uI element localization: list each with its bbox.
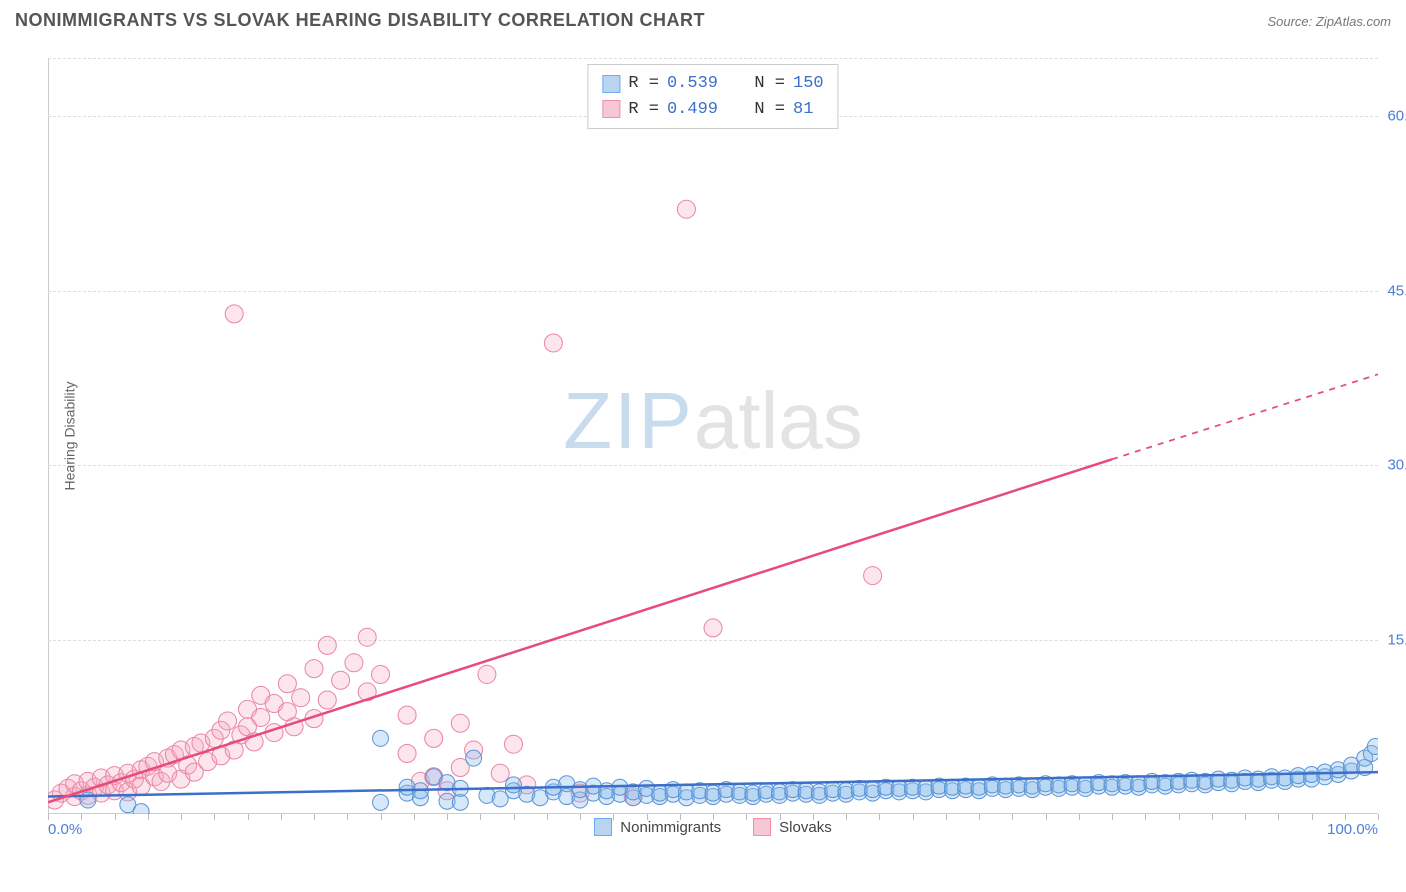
- swatch-pink: [602, 100, 620, 118]
- stats-legend: R = 0.539 N = 150 R = 0.499 N = 81: [587, 64, 838, 129]
- n-value: 81: [793, 97, 813, 123]
- swatch-pink: [753, 818, 771, 836]
- legend-item-slovaks: Slovaks: [753, 818, 832, 836]
- swatch-blue: [602, 75, 620, 93]
- chart-title: NONIMMIGRANTS VS SLOVAK HEARING DISABILI…: [15, 10, 705, 31]
- n-label: N =: [754, 71, 785, 97]
- legend-item-nonimmigrants: Nonimmigrants: [594, 818, 721, 836]
- n-value: 150: [793, 71, 824, 97]
- stats-row-1: R = 0.539 N = 150: [602, 71, 823, 97]
- n-label: N =: [754, 97, 785, 123]
- swatch-blue: [594, 818, 612, 836]
- stats-row-2: R = 0.499 N = 81: [602, 97, 823, 123]
- chart-area: Hearing Disability 15.0%30.0%45.0%60.0% …: [48, 58, 1378, 814]
- r-value: 0.499: [667, 97, 718, 123]
- bottom-legend: Nonimmigrants Slovaks: [48, 818, 1378, 836]
- r-value: 0.539: [667, 71, 718, 97]
- chart-source: Source: ZipAtlas.com: [1267, 14, 1391, 29]
- r-label: R =: [628, 71, 659, 97]
- r-label: R =: [628, 97, 659, 123]
- trend-lines: [48, 58, 1378, 814]
- legend-label: Nonimmigrants: [620, 819, 721, 836]
- legend-label: Slovaks: [779, 819, 832, 836]
- chart-header: NONIMMIGRANTS VS SLOVAK HEARING DISABILI…: [15, 10, 1391, 31]
